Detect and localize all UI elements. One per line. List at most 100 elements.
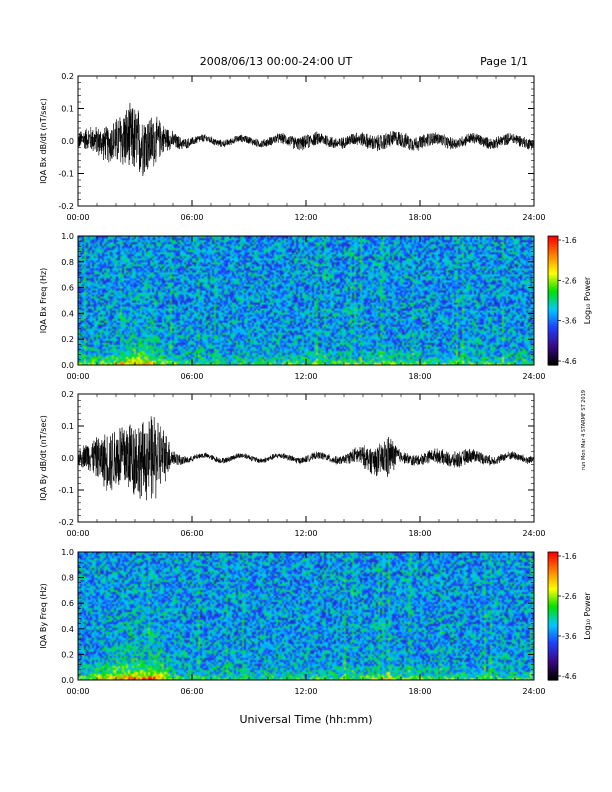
colorbar-segment	[548, 650, 558, 653]
x-tick-label: 18:00	[408, 529, 431, 538]
colorbar-segment	[548, 665, 558, 668]
colorbar-segment	[548, 257, 558, 261]
y-tick-label: 0.6	[61, 599, 74, 608]
y-tick-label: 0.8	[61, 574, 74, 583]
colorbar-segment	[548, 671, 558, 675]
side-note: run Mon Mar 4 STARMF ST 2019	[581, 390, 587, 470]
colorbar-segment	[548, 300, 558, 304]
colorbar-segment	[548, 324, 558, 327]
colorbar-segment	[548, 592, 558, 596]
x-tick-label: 12:00	[294, 687, 317, 696]
colorbar-segment	[548, 328, 558, 332]
y-axis-label: IQA By dB/dt (nT/sec)	[39, 415, 48, 501]
colorbar-segment	[548, 669, 558, 673]
y-tick-label: -0.2	[58, 518, 74, 527]
colorbar-segment	[548, 339, 558, 342]
colorbar-segment	[548, 238, 558, 241]
colorbar-segment	[548, 294, 558, 297]
y-tick-label: 0.8	[61, 258, 74, 267]
x-tick-label: 00:00	[66, 687, 89, 696]
colorbar-segment	[548, 309, 558, 312]
colorbar-segment	[548, 259, 558, 263]
x-axis-ticks-1: 00:00 06:00 12:00 18:00 24:00	[66, 236, 546, 381]
colorbar-segment	[548, 658, 558, 662]
x-axis-ticks-0: 00:00 06:00 12:00 18:00 24:00	[66, 76, 546, 222]
colorbar-segment	[548, 581, 558, 585]
colorbar-segment	[548, 287, 558, 291]
colorbar-segment	[548, 306, 558, 310]
x-tick-label: 06:00	[180, 687, 203, 696]
colorbar-segment	[548, 253, 558, 256]
colorbar-segment	[548, 584, 558, 587]
x-tick-label: 12:00	[294, 213, 317, 222]
colorbar-segment	[548, 637, 558, 641]
y-tick-label: 0.2	[61, 390, 74, 399]
y-tick-label: 1.0	[61, 548, 74, 557]
colorbar-segment	[548, 630, 558, 634]
colorbar-tick-label: -4.6	[562, 672, 577, 681]
colorbar-segment	[548, 596, 558, 600]
colorbar-segment	[548, 618, 558, 621]
x-tick-label: 18:00	[408, 213, 431, 222]
colorbar-segment	[548, 660, 558, 664]
colorbar-segment	[548, 304, 558, 308]
colorbar-frame	[547, 235, 559, 366]
colorbar-segment	[548, 296, 558, 299]
colorbar-segment	[548, 270, 558, 274]
colorbar-segment	[548, 590, 558, 594]
colorbar-segment	[548, 643, 558, 647]
x-axis-label: Universal Time (hh:mm)	[240, 713, 373, 726]
colorbar-tick-label: -2.6	[562, 276, 577, 285]
colorbar-segment	[548, 362, 558, 366]
y-tick-label: 0.0	[61, 454, 74, 463]
y-tick-label: 0.0	[61, 361, 74, 370]
waveform-panel-0	[77, 75, 535, 207]
colorbar-segment	[548, 347, 558, 351]
colorbar-segment	[548, 554, 558, 557]
y-axis-ticks-1: 1.0 0.8 0.6 0.4 0.2 0.0 IQA Bx Freq (Hz)	[39, 232, 534, 370]
colorbar-label: Log₁₀ Power	[583, 276, 592, 324]
colorbar-segment	[548, 566, 558, 570]
colorbar-segment	[548, 641, 558, 645]
colorbar-segment	[548, 667, 558, 670]
y-tick-label: 0.2	[61, 72, 74, 81]
colorbar-segment	[548, 562, 558, 566]
y-tick-label: 0.4	[61, 625, 74, 634]
colorbar-segment	[548, 319, 558, 323]
colorbar-segment	[548, 343, 558, 347]
colorbar-segment	[548, 302, 558, 306]
y-axis-label: IQA Bx dB/dt (nT/sec)	[39, 98, 48, 184]
colorbar-segment	[548, 263, 558, 267]
colorbar-segment	[548, 611, 558, 615]
colorbar-segment	[548, 577, 558, 581]
colorbar-segment	[548, 639, 558, 643]
x-tick-label: 18:00	[408, 372, 431, 381]
colorbar-segment	[548, 654, 558, 658]
colorbar-segment	[548, 588, 558, 591]
colorbar-label: Log₁₀ Power	[583, 592, 592, 640]
colorbar-segment	[548, 337, 558, 340]
colorbar-segment	[548, 626, 558, 630]
y-axis-ticks-0: 0.2 0.1 0.0 -0.1 -0.2 IQA Bx dB/dt (nT/sec)	[39, 72, 534, 211]
colorbar-segment	[548, 613, 558, 617]
y-tick-label: -0.2	[58, 202, 74, 211]
x-tick-label: 00:00	[66, 372, 89, 381]
colorbar-segment	[548, 313, 558, 317]
page-indicator: Page 1/1	[480, 55, 528, 68]
spectrogram-panel-3	[77, 551, 535, 681]
colorbar-segment	[548, 571, 558, 574]
colorbar-3: -1.6 -2.6 -3.6 -4.6 Log₁₀ Power	[547, 551, 592, 681]
colorbar-segment	[548, 276, 558, 280]
y-axis-ticks-2: 0.2 0.1 0.0 -0.1 -0.2 IQA By dB/dt (nT/sec)	[39, 390, 534, 527]
colorbar-segment	[548, 311, 558, 314]
x-tick-label: 12:00	[294, 529, 317, 538]
colorbar-segment	[548, 244, 558, 248]
x-axis-ticks-3: 00:00 06:00 12:00 18:00 24:00	[66, 552, 546, 696]
y-tick-label: 0.0	[61, 676, 74, 685]
colorbar-segment	[548, 573, 558, 577]
colorbar-segment	[548, 586, 558, 589]
colorbar-segment	[548, 272, 558, 276]
colorbar-segment	[548, 315, 558, 319]
colorbar-segment	[548, 251, 558, 254]
colorbar-segment	[548, 558, 558, 562]
